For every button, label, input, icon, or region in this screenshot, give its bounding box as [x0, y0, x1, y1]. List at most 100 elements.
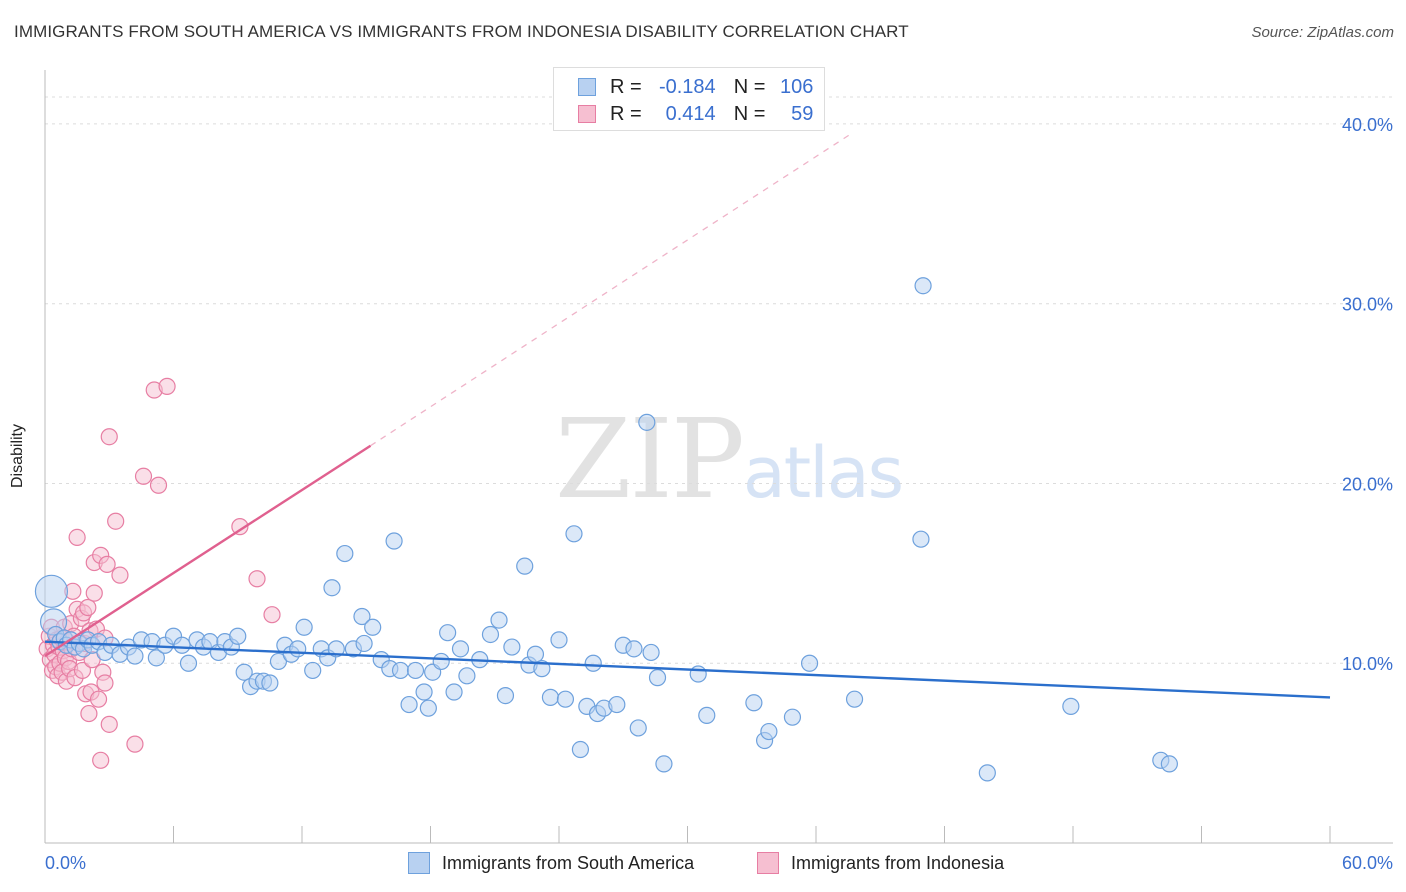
y-tick-label: 20.0% — [1342, 474, 1393, 494]
point-south-america — [783, 708, 802, 726]
point-south-america — [179, 654, 198, 672]
point-indonesia — [111, 566, 129, 584]
point-south-america — [625, 640, 643, 658]
point-south-america — [526, 645, 545, 663]
y-tick-label: 30.0% — [1342, 295, 1393, 315]
point-south-america — [978, 764, 996, 782]
point-south-america — [336, 544, 354, 563]
point-indonesia — [100, 428, 118, 446]
trend-line-south-america — [44, 640, 1331, 699]
point-indonesia — [248, 570, 266, 588]
point-south-america — [391, 661, 410, 680]
point-indonesia — [263, 606, 281, 624]
legend-r-label: R = — [610, 102, 642, 125]
x-tick-label: 0.0% — [45, 853, 86, 873]
point-south-america — [451, 640, 470, 658]
point-south-america — [556, 690, 575, 708]
point-south-america — [323, 579, 341, 597]
point-south-america — [584, 654, 602, 672]
legend-swatch-south-america — [578, 78, 596, 96]
point-south-america — [147, 649, 165, 667]
point-indonesia — [68, 528, 86, 546]
stats-legend: R = -0.184 N = 106 R = 0.414 N = 59 — [553, 67, 825, 131]
point-south-america — [648, 669, 667, 687]
legend-row-indonesia: R = 0.414 N = 59 — [578, 102, 813, 126]
point-south-america — [698, 706, 716, 724]
trend-line-indonesia — [44, 444, 372, 658]
point-south-america — [629, 719, 647, 737]
point-indonesia — [134, 467, 153, 485]
point-south-america — [642, 643, 660, 662]
point-indonesia — [80, 704, 98, 723]
point-south-america — [415, 683, 433, 701]
point-south-america — [745, 694, 763, 712]
point-south-america — [541, 688, 560, 706]
point-south-america — [173, 636, 191, 654]
x-tick-label: 60.0% — [1342, 853, 1393, 873]
point-indonesia — [89, 690, 108, 708]
point-south-america — [353, 607, 371, 626]
point-south-america — [289, 640, 307, 658]
point-indonesia — [85, 584, 103, 602]
bottom-legend-south-america: Immigrants from South America — [408, 852, 694, 874]
point-south-america — [419, 699, 437, 717]
bottom-legend-swatch-south-america — [408, 852, 430, 874]
bottom-legend-indonesia: Immigrants from Indonesia — [757, 852, 1004, 874]
point-south-america — [533, 660, 551, 678]
source-label: Source: ZipAtlas.com — [1251, 24, 1394, 41]
point-south-america — [800, 654, 819, 672]
point-south-america — [269, 652, 288, 671]
point-south-america — [845, 690, 864, 708]
point-indonesia — [92, 751, 110, 769]
point-indonesia — [96, 674, 114, 692]
legend-n-value-south-america: 106 — [780, 75, 814, 98]
point-south-america — [400, 695, 418, 714]
chart-title: IMMIGRANTS FROM SOUTH AMERICA VS IMMIGRA… — [14, 22, 909, 41]
point-south-america — [458, 667, 476, 685]
point-south-america — [34, 574, 69, 608]
point-south-america — [229, 627, 247, 645]
point-south-america — [235, 663, 253, 681]
point-indonesia — [158, 377, 176, 395]
legend-n-value-indonesia: 59 — [791, 102, 814, 125]
point-south-america — [364, 618, 382, 636]
point-south-america — [439, 624, 457, 642]
trend-extension-indonesia — [370, 132, 853, 447]
point-indonesia — [100, 715, 118, 733]
point-south-america — [1160, 755, 1178, 773]
point-south-america — [912, 530, 930, 548]
point-indonesia — [98, 555, 116, 573]
point-south-america — [516, 557, 534, 575]
legend-swatch-indonesia — [578, 105, 596, 123]
point-indonesia — [73, 661, 92, 680]
legend-row-south-america: R = -0.184 N = 106 — [578, 75, 813, 99]
point-south-america — [490, 611, 508, 629]
bottom-legend-label-south-america: Immigrants from South America — [442, 852, 695, 873]
point-south-america — [914, 277, 932, 295]
point-south-america — [481, 625, 500, 644]
point-indonesia — [126, 735, 144, 753]
point-south-america — [295, 618, 313, 636]
point-south-america — [261, 674, 279, 692]
point-south-america — [655, 755, 673, 773]
point-south-america — [1062, 697, 1080, 715]
point-south-america — [503, 638, 521, 656]
bottom-legend-label-indonesia: Immigrants from Indonesia — [791, 852, 1005, 873]
legend-n-label: N = — [733, 102, 766, 125]
legend-n-label: N = — [733, 75, 766, 98]
point-indonesia — [149, 476, 168, 494]
point-south-america — [445, 683, 463, 701]
point-south-america — [689, 665, 707, 683]
point-south-america — [760, 722, 778, 741]
y-tick-label: 40.0% — [1342, 115, 1393, 135]
point-south-america — [327, 640, 345, 658]
point-south-america — [126, 647, 144, 665]
point-indonesia — [79, 598, 97, 617]
bottom-legend-swatch-indonesia — [757, 852, 779, 874]
point-south-america — [385, 532, 403, 550]
legend-r-label: R = — [610, 75, 642, 98]
legend-r-value-indonesia: 0.414 — [665, 102, 716, 125]
point-south-america — [608, 695, 626, 714]
point-south-america — [406, 661, 425, 680]
point-indonesia — [107, 512, 125, 530]
